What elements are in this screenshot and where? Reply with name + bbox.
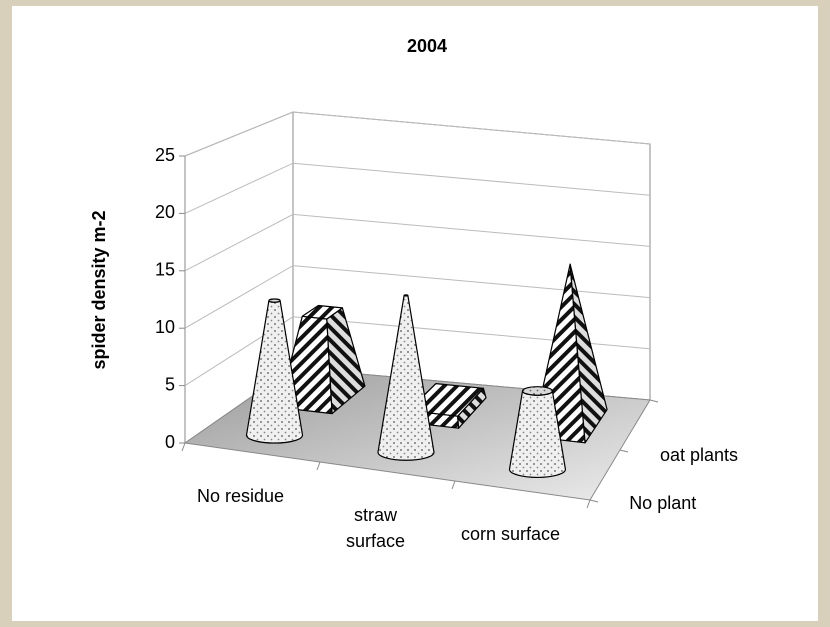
x-tick-label: straw surface [345, 504, 406, 551]
pyramid-top [301, 304, 343, 320]
grid-line [184, 111, 651, 157]
x-tick [316, 461, 321, 471]
y-tick-label: 5 [165, 374, 175, 394]
y-axis-label: spider density m-2 [89, 210, 109, 369]
pyramid-side [569, 263, 608, 444]
y-tick-label: 0 [165, 432, 175, 452]
depth-tick [619, 449, 629, 453]
x-tick-label: No residue [196, 485, 285, 506]
depth-tick [589, 499, 599, 503]
legend-label: No plant [629, 493, 696, 513]
y-tick-label: 10 [155, 317, 175, 337]
y-tick-label: 25 [155, 145, 175, 165]
y-tick-label: 15 [155, 260, 175, 280]
grid-line [184, 213, 651, 272]
depth-tick [649, 399, 659, 403]
y-tick-label: 20 [155, 202, 175, 222]
x-tick [451, 480, 456, 490]
cone-top [403, 294, 409, 297]
x-tick [586, 499, 591, 509]
cone-top [521, 386, 553, 396]
legend-label: oat plants [660, 445, 738, 465]
cone-top [268, 298, 281, 303]
x-tick-label: corn surface [460, 523, 561, 544]
x-tick [181, 442, 186, 452]
chart-title: 2004 [407, 36, 447, 56]
grid-line [184, 265, 651, 329]
grid-line [184, 316, 651, 387]
grid-line [184, 162, 651, 214]
